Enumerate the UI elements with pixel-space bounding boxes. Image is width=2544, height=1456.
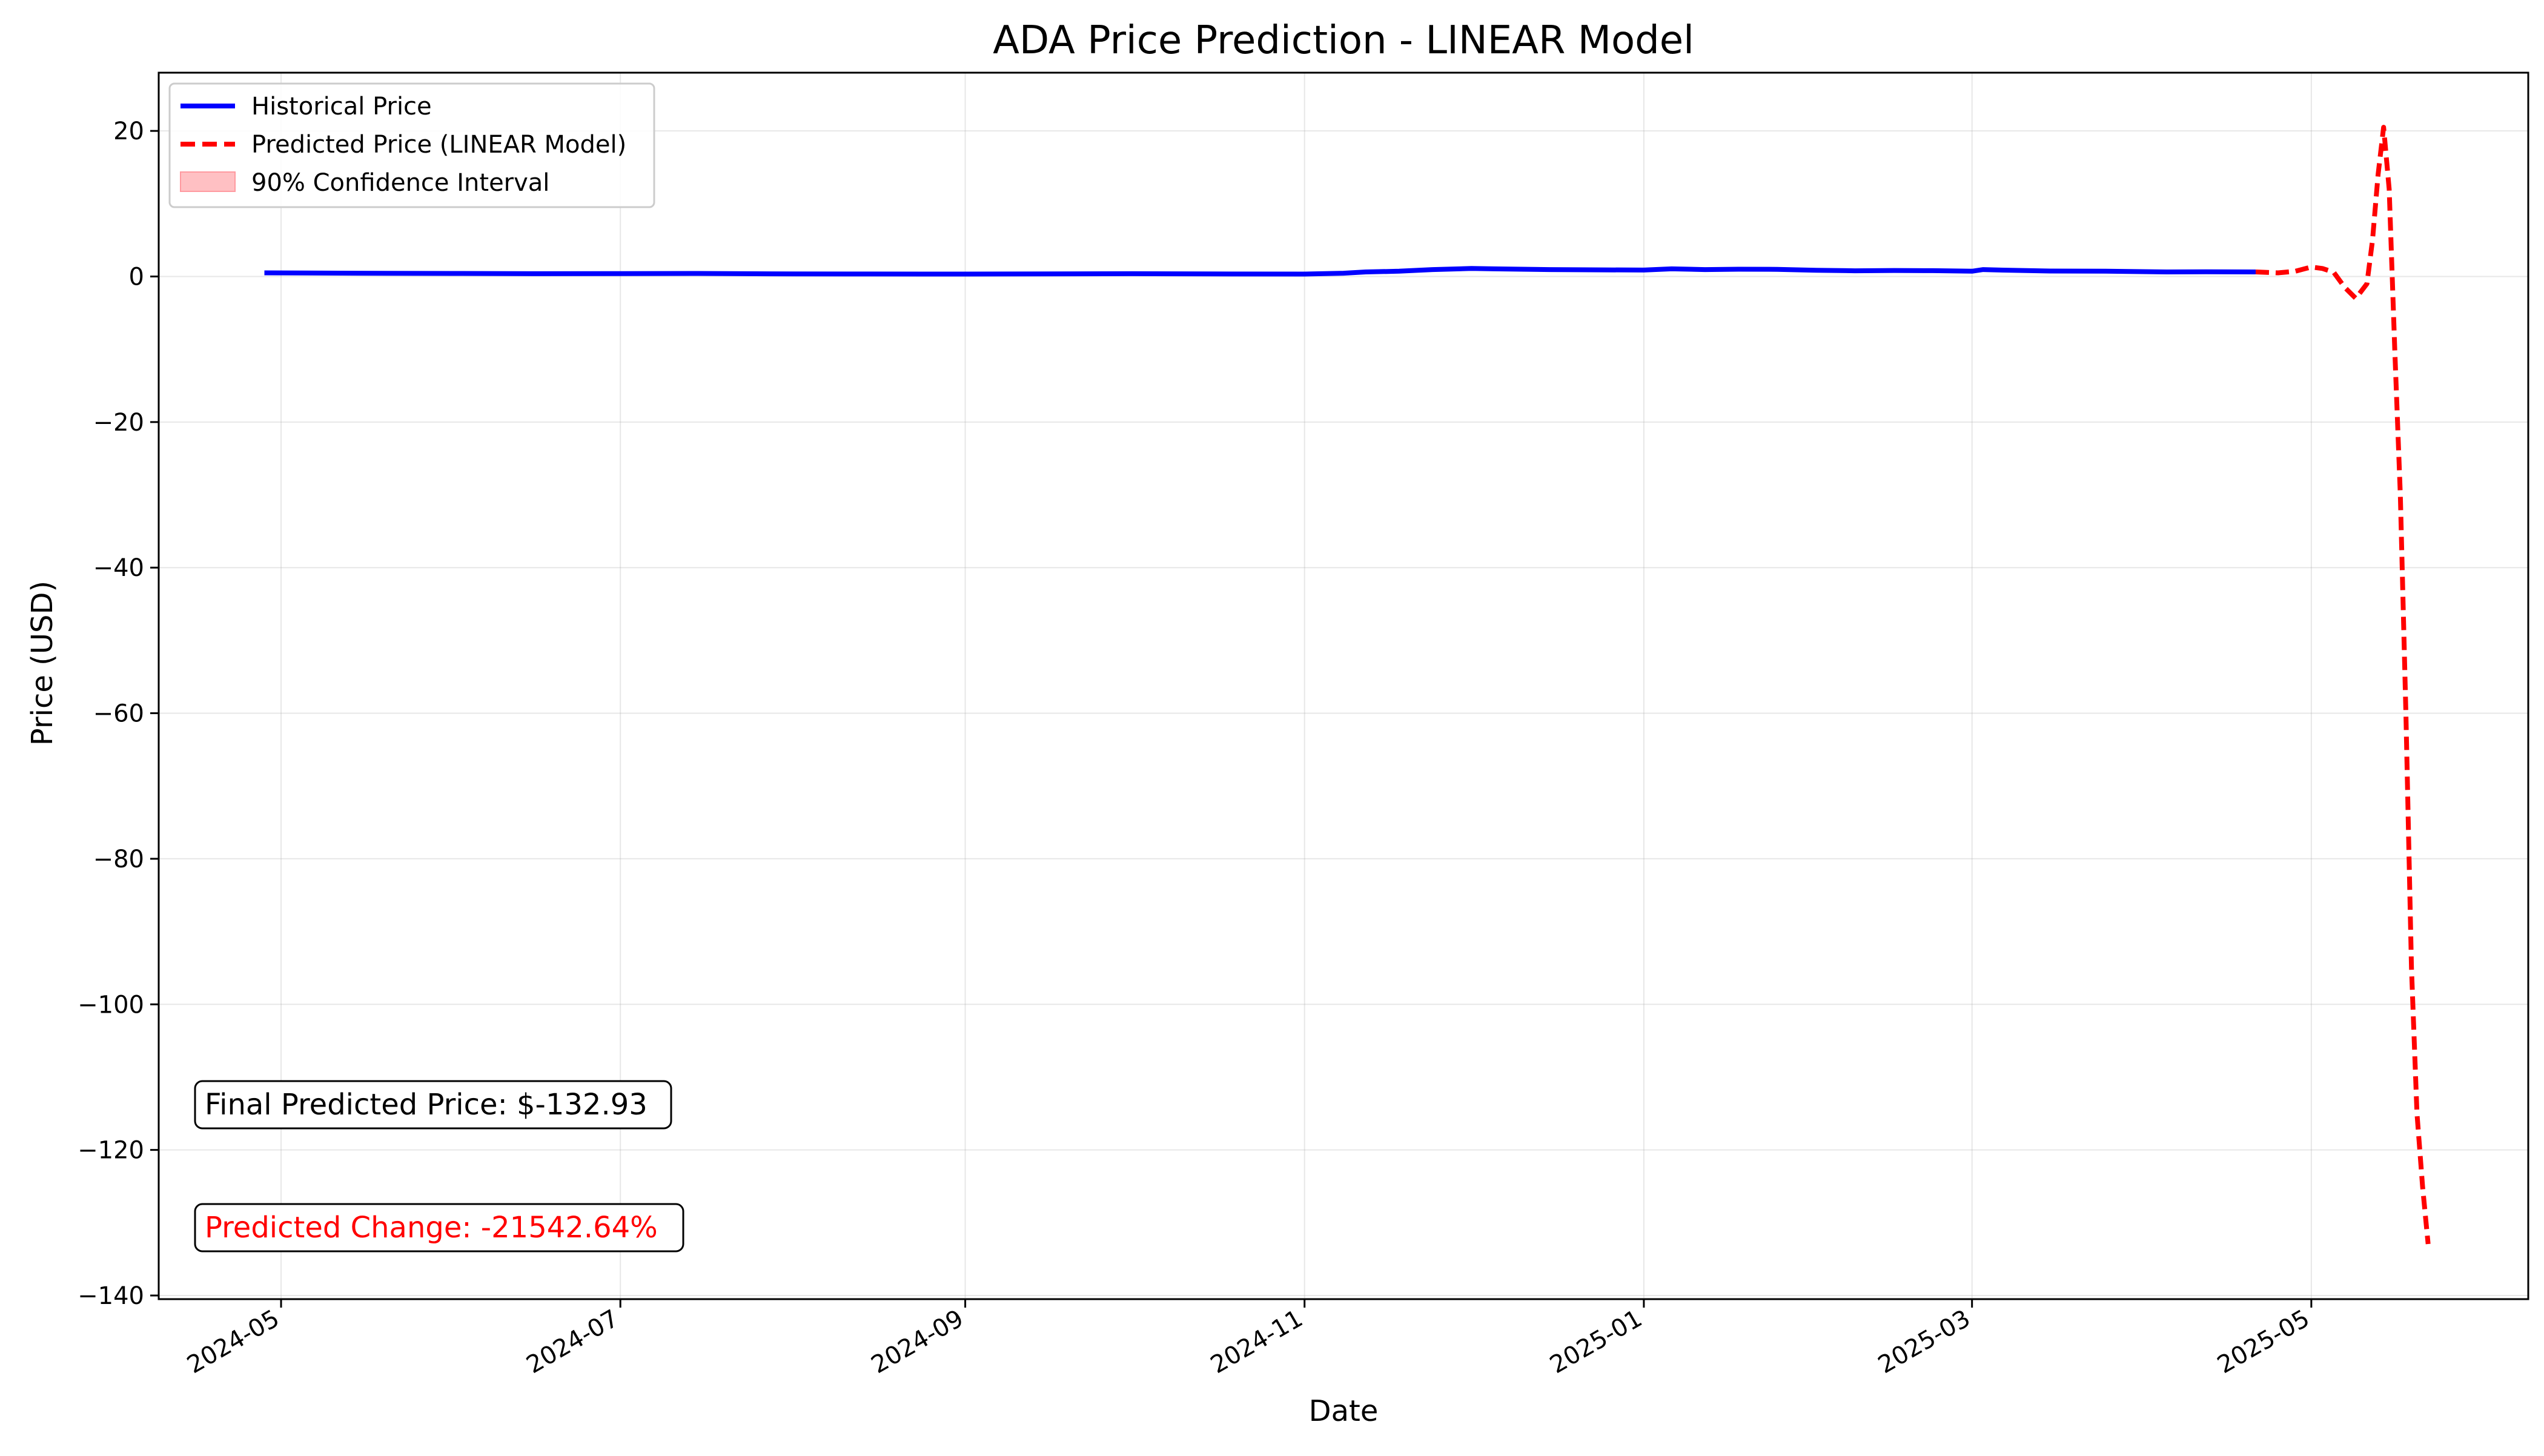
- x-tick-label: 2024-05: [182, 1305, 284, 1379]
- legend-box: [168, 82, 655, 208]
- y-tick-label: 0: [129, 263, 144, 291]
- x-tick-label: 2025-03: [1873, 1305, 1975, 1379]
- x-tick-label: 2025-01: [1545, 1305, 1647, 1379]
- x-tick-label: 2024-11: [1206, 1305, 1308, 1379]
- y-tick-label: −100: [78, 991, 144, 1019]
- series-layer: [264, 125, 2431, 1245]
- plot-frame: [157, 71, 2529, 1300]
- predicted-change-box: [194, 1203, 684, 1252]
- predicted-change-text: Predicted Change: -21542.64%: [205, 1211, 658, 1245]
- predicted-change-annotation: Predicted Change: -21542.64%: [194, 1203, 684, 1252]
- axis-ticks: 20 0 −20 −40 −60 −80 −100 −120 −140 2024-05 2024-0…: [78, 117, 2314, 1379]
- legend-label-historical: Historical Price: [251, 93, 432, 121]
- final-price-text: Final Predicted Price: $-132.93: [205, 1088, 648, 1122]
- legend-label-confidence: 90% Confidence Interval: [251, 169, 549, 197]
- final-price-annotation: Final Predicted Price: $-132.93: [194, 1080, 672, 1130]
- y-tick-label: −80: [93, 845, 144, 873]
- predicted-price-line: [2255, 125, 2431, 1245]
- legend-swatch-confidence: [180, 171, 236, 192]
- chart-title: ADA Price Prediction - LINEAR Model: [993, 18, 1694, 63]
- y-tick-label: −20: [93, 409, 144, 437]
- historical-price-line: [264, 266, 2256, 277]
- x-tick-label: 2024-09: [867, 1305, 969, 1379]
- legend: Historical Price Predicted Price (LINEAR…: [168, 82, 655, 208]
- final-price-box: [194, 1080, 672, 1130]
- grid-lines: [159, 73, 2528, 1299]
- x-tick-label: 2025-05: [2213, 1305, 2314, 1379]
- y-tick-label: 20: [113, 117, 144, 145]
- y-tick-label: −120: [78, 1137, 144, 1165]
- y-tick-label: −60: [93, 700, 144, 728]
- y-tick-label: −140: [78, 1282, 144, 1310]
- x-axis-label: Date: [1309, 1394, 1379, 1428]
- y-tick-label: −40: [93, 554, 144, 582]
- legend-label-predicted: Predicted Price (LINEAR Model): [251, 131, 626, 159]
- y-axis-label: Price (USD): [25, 581, 59, 746]
- x-tick-label: 2024-07: [522, 1305, 623, 1379]
